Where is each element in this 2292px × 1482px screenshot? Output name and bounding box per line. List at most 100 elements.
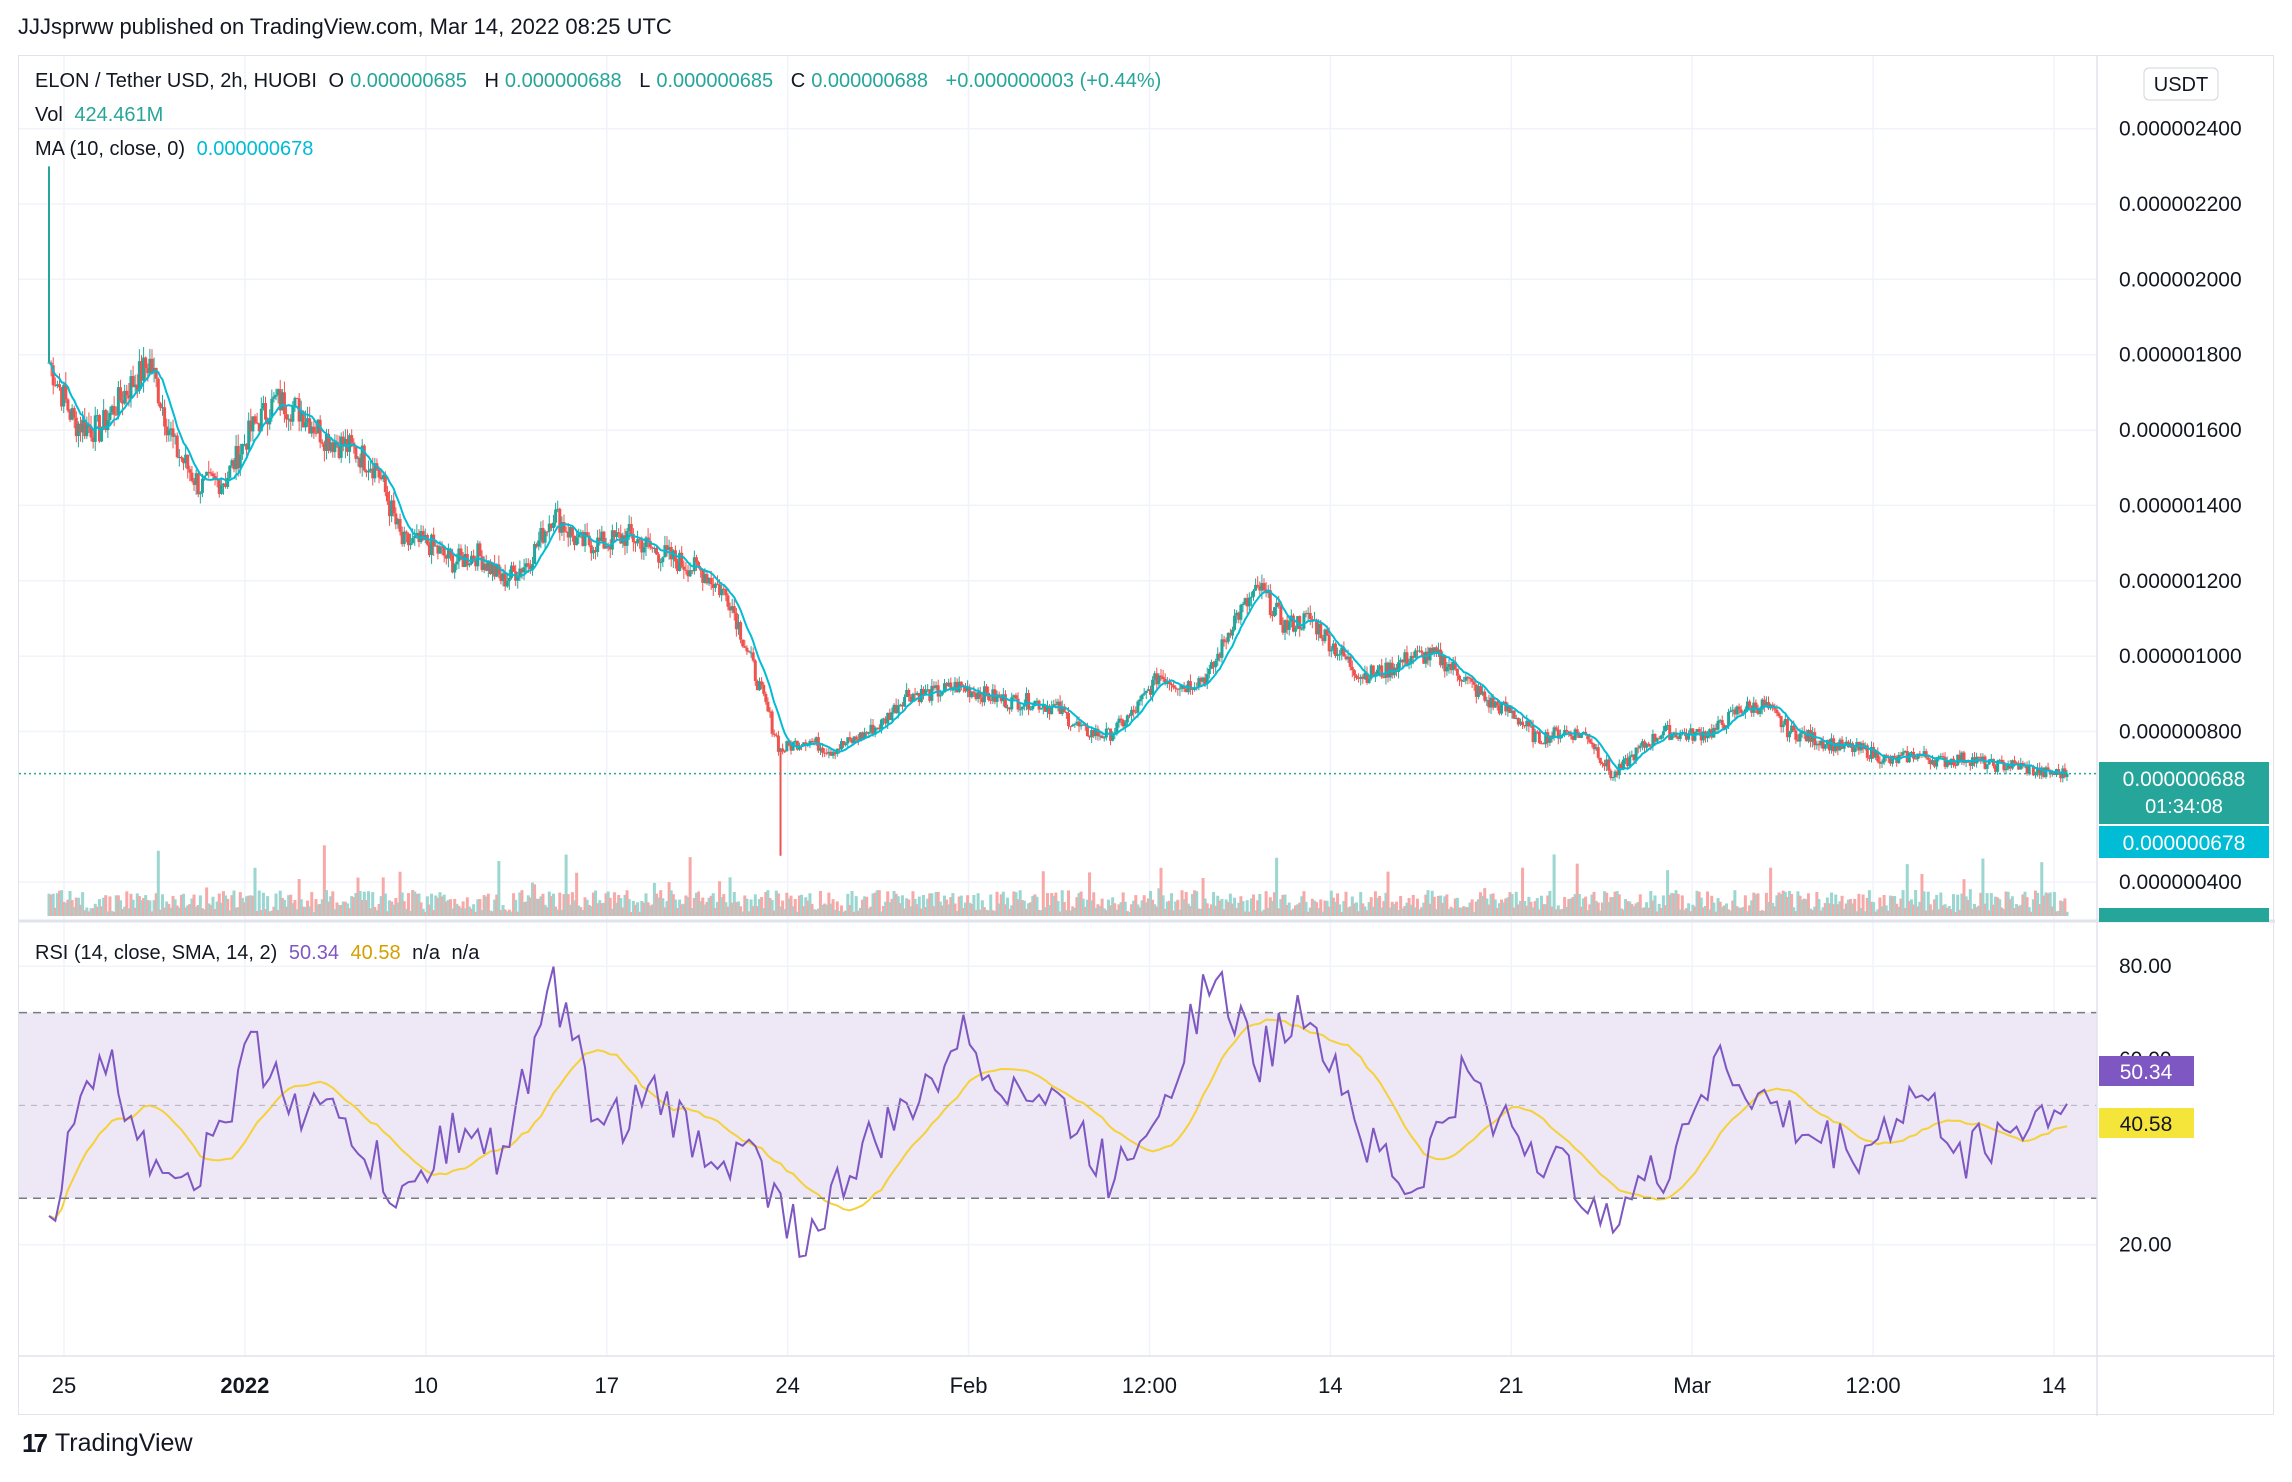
candle-body <box>659 562 663 564</box>
candle-body <box>1352 670 1356 676</box>
candle-body <box>1874 751 1878 758</box>
volume-bar <box>785 892 789 916</box>
ma-label[interactable]: MA (10, close, 0) <box>35 138 186 160</box>
volume-bar <box>619 898 623 916</box>
volume-bar <box>1485 898 1489 916</box>
candle-body <box>648 540 652 548</box>
volume-bar <box>684 895 688 916</box>
currency-button[interactable]: USDT <box>2143 67 2219 101</box>
candle-body <box>671 550 675 560</box>
volume-bar <box>715 901 719 916</box>
volume-bar <box>455 903 459 916</box>
candle-body <box>1489 697 1493 708</box>
candle-body <box>1611 776 1615 779</box>
candle-body <box>1790 725 1794 733</box>
candle-body <box>51 365 55 386</box>
volume-bar <box>1222 909 1226 916</box>
volume-bar <box>512 893 516 916</box>
volume-bar <box>83 910 87 916</box>
volume-bar <box>53 907 57 916</box>
volume-bar <box>554 906 558 916</box>
candle-body <box>892 704 896 713</box>
time-tick-label: 14 <box>1318 1373 1342 1398</box>
candle-body <box>385 492 389 502</box>
volume-bar <box>1897 906 1901 916</box>
candle-body <box>1062 706 1066 712</box>
candle-body <box>1745 701 1749 710</box>
volume-bar <box>127 908 131 916</box>
volume-bar <box>1075 897 1079 916</box>
high-label: H <box>484 70 499 92</box>
volume-bar <box>797 895 801 916</box>
candle-body <box>968 687 972 698</box>
candle-body <box>1014 695 1018 699</box>
candle-body <box>694 557 698 563</box>
candle-body <box>1090 730 1094 738</box>
volume-bar <box>274 893 278 916</box>
symbol-label[interactable]: ELON / Tether USD, 2h, HUOBI <box>35 70 317 92</box>
volume-bar <box>1163 908 1167 916</box>
volume-bar <box>1735 906 1739 916</box>
candle-body <box>1457 675 1461 680</box>
volume-bar <box>423 911 427 916</box>
volume-bar <box>1069 910 1073 916</box>
rsi-na-2: n/a <box>451 942 480 964</box>
candle-body <box>810 740 814 742</box>
candle-body <box>896 705 900 714</box>
volume-label[interactable]: Vol <box>35 104 63 126</box>
volume-bar <box>652 882 656 916</box>
volume-bar <box>1497 903 1501 916</box>
volume-bar <box>1045 893 1049 916</box>
volume-bar <box>221 891 225 916</box>
candle-body <box>1069 726 1073 728</box>
candle-body <box>684 569 688 571</box>
volume-bar <box>2038 904 2042 916</box>
volume-bar <box>991 910 995 916</box>
candle-body <box>1651 734 1655 747</box>
footer-brand[interactable]: 17 TradingView <box>22 1428 193 1459</box>
volume-bar <box>1682 909 1686 916</box>
volume-bar <box>1264 891 1268 916</box>
volume-bar <box>993 910 997 916</box>
volume-bar <box>62 901 66 916</box>
candle-body <box>1188 681 1192 690</box>
candle-body <box>1542 743 1546 745</box>
volume-bar <box>1823 903 1827 916</box>
candle-body <box>320 442 324 444</box>
volume-bar <box>762 908 766 916</box>
candle-body <box>66 399 70 411</box>
volume-bar <box>97 899 101 916</box>
volume-bar <box>444 901 448 916</box>
candle-body <box>888 712 892 721</box>
candle-body <box>377 469 381 478</box>
price-tick-label: 0.000002400 <box>2119 118 2242 141</box>
volume-legend: Vol 424.461M <box>35 104 169 127</box>
candle-body <box>1281 624 1285 633</box>
candle-body <box>938 694 942 697</box>
volume-bar <box>1907 901 1911 916</box>
volume-bar <box>1981 858 1985 916</box>
candle-body <box>768 711 772 713</box>
volume-bar <box>1130 904 1134 916</box>
candle-body <box>484 563 488 571</box>
candle-body <box>1436 649 1440 653</box>
candle-body <box>1926 757 1930 760</box>
candle-body <box>1924 751 1928 758</box>
volume-bar <box>1474 901 1478 916</box>
volume-bar <box>1386 871 1390 916</box>
volume-bar <box>888 902 892 916</box>
rsi-label[interactable]: RSI (14, close, SMA, 14, 2) <box>35 942 278 964</box>
volume-bar <box>230 895 234 916</box>
volume-bar <box>1977 905 1981 916</box>
volume-bar <box>1859 908 1863 916</box>
chart-canvas[interactable]: 0.0000024000.0000022000.0000020000.00000… <box>19 56 2275 1416</box>
volume-bar <box>482 895 486 916</box>
candle-body <box>1466 676 1470 678</box>
candle-body <box>474 560 478 567</box>
ma-line <box>48 361 2068 775</box>
candle-body <box>192 480 196 485</box>
candle-body <box>238 454 242 469</box>
candle-body <box>1054 704 1058 706</box>
volume-bar <box>413 891 417 916</box>
candle-body <box>167 430 171 436</box>
